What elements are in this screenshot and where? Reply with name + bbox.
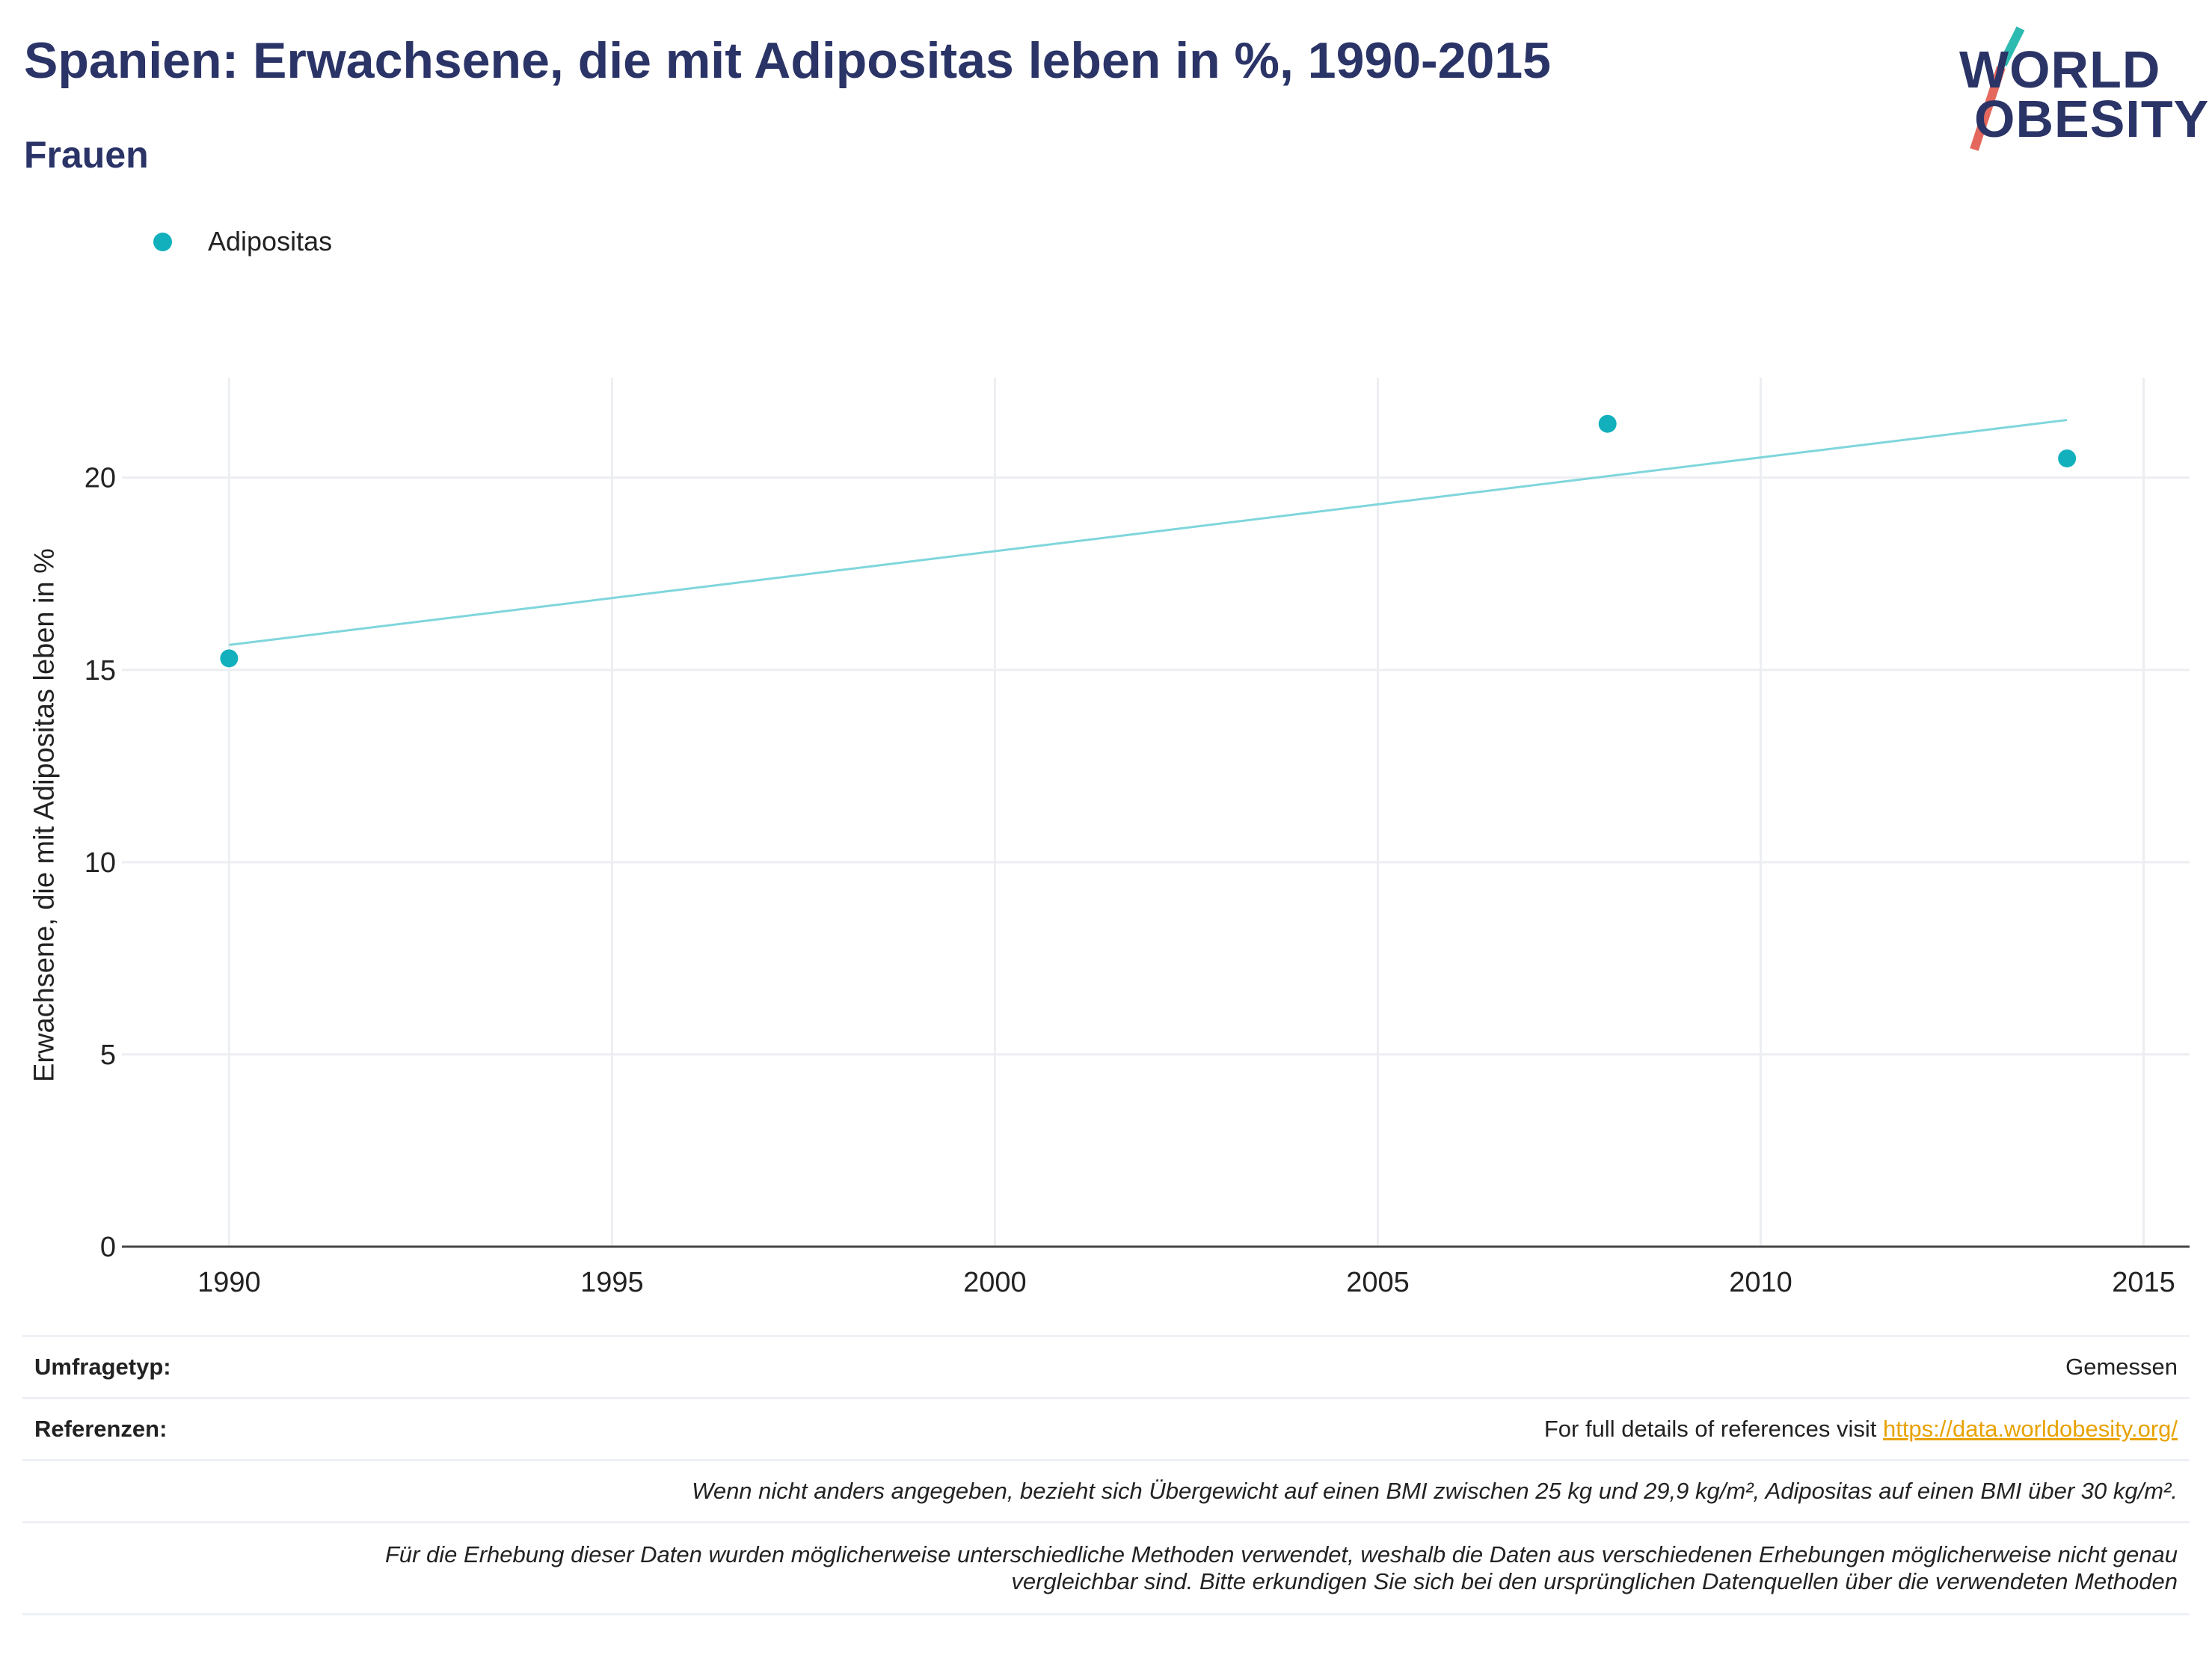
legend-marker xyxy=(153,232,172,251)
references-label: Referenzen: xyxy=(34,1416,168,1442)
data-point xyxy=(2058,449,2077,467)
y-tick-label: 5 xyxy=(100,1040,116,1071)
definition-note-row: Wenn nicht anders angegeben, bezieht sic… xyxy=(22,1459,2190,1521)
survey-type-label: Umfragetyp: xyxy=(34,1354,171,1380)
references-value: For full details of references visit htt… xyxy=(1544,1416,2178,1443)
y-tick-label: 15 xyxy=(85,655,116,687)
data-point xyxy=(1598,414,1617,433)
chart-subtitle: Frauen xyxy=(24,134,149,176)
method-note-line-2: vergleichbar sind. Bitte erkundigen Sie … xyxy=(1011,1568,2178,1594)
data-point xyxy=(220,649,239,668)
survey-type-value: Gemessen xyxy=(2065,1354,2178,1380)
legend: Adipositas xyxy=(153,226,332,257)
y-tick-label: 20 xyxy=(85,463,116,494)
chart-plot: 1990 1995 2000 2005 2010 2015 0 5 10 15 20 xyxy=(85,378,2190,1298)
x-tick-label: 2010 xyxy=(1729,1267,1792,1298)
survey-type-row: Umfragetyp: Gemessen xyxy=(22,1335,2190,1397)
references-row: Referenzen: For full details of referenc… xyxy=(22,1397,2190,1459)
method-note-line-1: Für die Erhebung dieser Daten wurden mög… xyxy=(384,1541,2178,1568)
y-tick-label: 0 xyxy=(100,1232,116,1263)
x-tick-label: 1995 xyxy=(580,1267,644,1298)
x-tick-label: 2015 xyxy=(2112,1267,2175,1298)
world-obesity-logo: WORLD OBESITY xyxy=(1952,21,2208,156)
definition-note: Wenn nicht anders angegeben, bezieht sic… xyxy=(692,1478,2178,1504)
legend-label-adipositas: Adipositas xyxy=(208,226,333,257)
x-tick-label: 1990 xyxy=(197,1267,261,1298)
x-tick-label: 2005 xyxy=(1346,1267,1410,1298)
logo-slash-icon xyxy=(1970,26,2025,151)
y-tick-label: 10 xyxy=(85,847,116,879)
references-link[interactable]: https://data.worldobesity.org/ xyxy=(1882,1416,2178,1442)
x-tick-label: 2000 xyxy=(963,1267,1027,1298)
method-note-row: Für die Erhebung dieser Daten wurden mög… xyxy=(22,1521,2190,1615)
notes-table: Umfragetyp: Gemessen Referenzen: For ful… xyxy=(22,1335,2190,1615)
trend-line xyxy=(229,419,2068,646)
y-axis-label: Erwachsene, die mit Adipositas leben in … xyxy=(28,548,61,1082)
chart-title: Spanien: Erwachsene, die mit Adipositas … xyxy=(24,32,1551,89)
references-text: For full details of references visit xyxy=(1543,1416,1883,1442)
logo-word-obesity: OBESITY xyxy=(1974,90,2210,148)
logo-word-world: WORLD xyxy=(1959,40,2161,99)
